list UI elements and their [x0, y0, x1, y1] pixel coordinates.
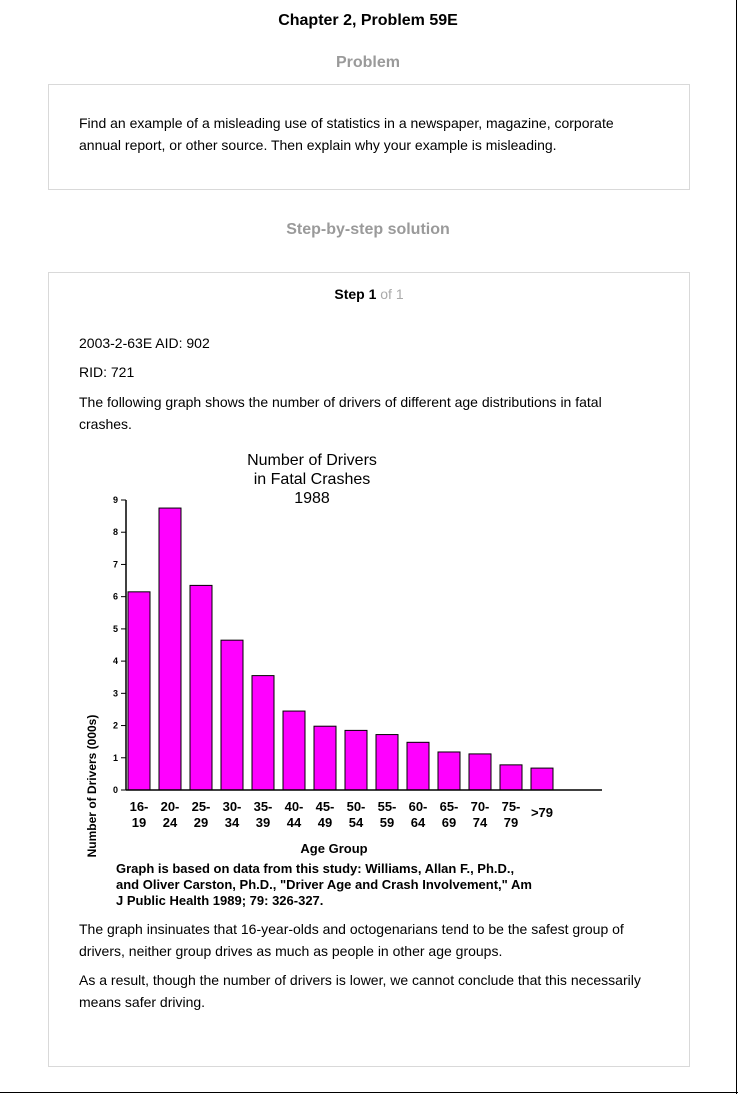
conclusion-2-line-2: means safer driving.	[79, 994, 206, 1010]
x-tick-label: 64	[411, 815, 426, 830]
x-tick-label: 70-	[471, 799, 490, 814]
solution-heading: Step-by-step solution	[286, 221, 450, 238]
x-tick-label: 24	[163, 815, 178, 830]
x-tick-label: 50-	[347, 799, 366, 814]
y-tick-label: 7	[113, 559, 118, 569]
y-tick-label: 6	[113, 592, 118, 602]
bar	[189, 584, 213, 791]
x-tick-label: 30-	[223, 799, 242, 814]
bar	[313, 725, 337, 791]
conclusion-1-line-1: The graph insinuates that 16-year-olds a…	[79, 921, 624, 937]
y-tick-label: 5	[113, 624, 118, 634]
bar	[220, 639, 244, 791]
conclusion-2-line-1: As a result, though the number of driver…	[79, 972, 641, 988]
chart-title-line-2: in Fatal Crashes	[254, 471, 371, 488]
bar	[437, 751, 461, 791]
x-tick-label: 55-	[378, 799, 397, 814]
x-tick-label: 29	[194, 815, 208, 830]
y-tick-label: 4	[113, 656, 118, 666]
y-tick-label: 3	[113, 688, 118, 698]
step-header: Step 1 of 1	[49, 286, 689, 302]
x-tick-label: 35-	[254, 799, 273, 814]
solution-card: Step 1 of 1 2003-2-63E AID: 902 RID: 721…	[48, 272, 690, 1067]
source-note-line-3: J Public Health 1989; 79: 326-327.	[116, 893, 323, 908]
x-tick-label: 39	[256, 815, 270, 830]
step-intro-line-2: crashes.	[79, 416, 132, 432]
chart-title-line-3: 1988	[294, 490, 330, 507]
bar	[251, 675, 275, 791]
x-axis-label: Age Group	[300, 841, 367, 856]
x-tick-label: 25-	[192, 799, 211, 814]
y-tick-label: 2	[113, 721, 118, 731]
bar	[530, 767, 554, 791]
x-tick-label: 59	[380, 815, 394, 830]
bar	[468, 753, 492, 791]
x-tick-label: 20-	[161, 799, 180, 814]
bar	[406, 741, 430, 791]
x-tick-label: 34	[225, 815, 240, 830]
problem-heading: Problem	[335, 54, 400, 71]
y-tick-label: 9	[113, 495, 118, 505]
bar	[499, 764, 523, 791]
x-tick-label: 60-	[409, 799, 428, 814]
problem-card: Find an example of a misleading use of s…	[48, 84, 690, 190]
x-tick-label: 54	[349, 815, 364, 830]
x-tick-label: 65-	[440, 799, 459, 814]
source-note-line-1: Graph is based on data from this study: …	[116, 861, 514, 876]
x-tick-label: 16-	[130, 799, 149, 814]
x-tick-label: 49	[318, 815, 332, 830]
conclusion-1-line-2: drivers, neither group drives as much as…	[79, 943, 503, 959]
step-label: Step 1	[334, 286, 377, 302]
bar	[127, 591, 151, 791]
step-count: of 1	[376, 286, 404, 302]
bar	[158, 507, 182, 791]
x-tick-label: 19	[132, 815, 146, 830]
x-tick-label: 40-	[285, 799, 304, 814]
x-tick-label: 79	[504, 815, 518, 830]
page-border-right	[736, 0, 737, 1094]
y-tick-label: 0	[113, 785, 118, 795]
bar	[344, 729, 368, 791]
y-tick-label: 8	[113, 527, 118, 537]
chart-title-line-1: Number of Drivers	[247, 452, 377, 469]
page-title: Chapter 2, Problem 59E	[278, 12, 458, 29]
source-note-line-2: and Oliver Carston, Ph.D., "Driver Age a…	[116, 877, 532, 892]
x-tick-label: 74	[473, 815, 488, 830]
problem-text-line-2: annual report, or other source. Then exp…	[79, 137, 557, 153]
x-tick-label: >79	[531, 805, 553, 820]
problem-text-line-1: Find an example of a misleading use of s…	[79, 115, 614, 131]
x-tick-label: 44	[287, 815, 302, 830]
page-border-bottom	[0, 1092, 738, 1093]
fatal-crashes-bar-chart: Number of Drivers in Fatal Crashes 1988 …	[85, 452, 602, 908]
x-tick-label: 75-	[502, 799, 521, 814]
y-tick-label: 1	[113, 753, 118, 763]
step-intro-line-1: The following graph shows the number of …	[79, 394, 602, 410]
step-ids-line-1: 2003-2-63E AID: 902	[79, 335, 210, 351]
bar	[375, 734, 399, 791]
x-tick-label: 69	[442, 815, 456, 830]
x-tick-label: 45-	[316, 799, 335, 814]
y-axis-label: Number of Drivers (000s)	[85, 715, 99, 858]
step-ids-line-2: RID: 721	[79, 364, 135, 380]
bar	[282, 710, 306, 791]
